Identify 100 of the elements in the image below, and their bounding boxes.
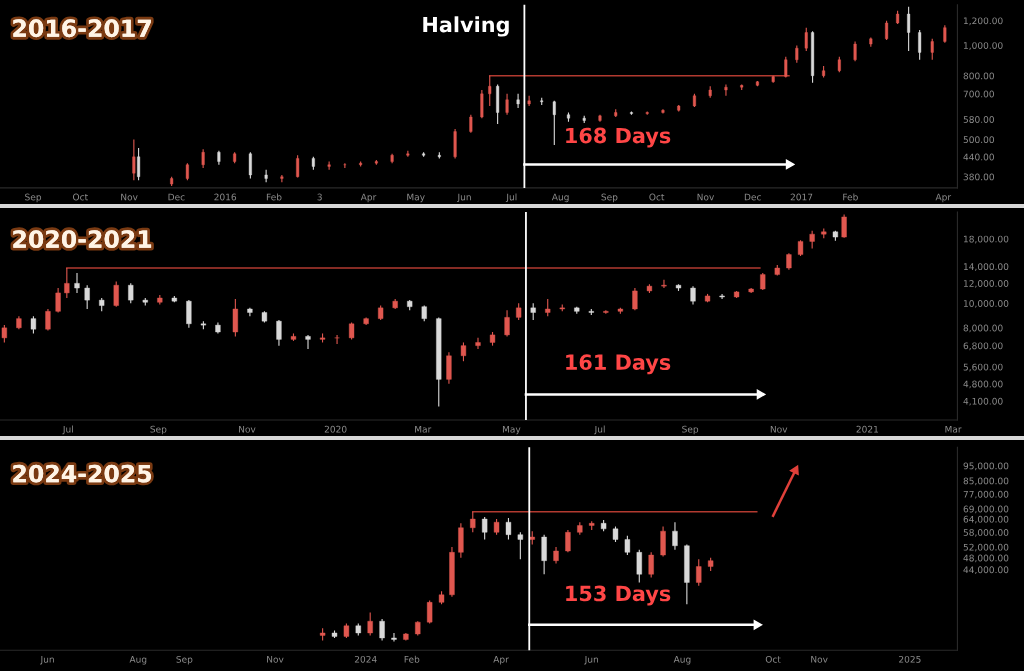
y-tick-label: 6,800.00	[963, 342, 1003, 351]
candlestick	[55, 287, 61, 314]
y-tick-label: 1,000.00	[963, 42, 1003, 50]
x-tick-label: Sep	[601, 193, 618, 203]
y-tick-label: 4,100.00	[963, 397, 1003, 406]
y-tick-label: 500.00	[963, 136, 994, 144]
candlestick	[137, 147, 141, 181]
candlestick	[460, 341, 467, 362]
x-tick-label: 2016	[214, 193, 237, 201]
x-tick-label: Jun	[584, 656, 598, 665]
candlestick	[248, 151, 252, 180]
candlestick	[527, 95, 531, 107]
x-tick-label: Nov	[121, 193, 138, 201]
x-tick-label: Apr	[935, 193, 952, 203]
x-tick-label: Nov	[267, 656, 284, 663]
annotation: Halving	[423, 16, 509, 37]
y-tick-label: 95,000.00	[963, 462, 1009, 471]
candlestick	[918, 29, 922, 61]
x-tick-label: Dec	[168, 193, 185, 201]
candlestick	[885, 20, 889, 41]
annotation: 153 Days	[566, 585, 671, 606]
candlestick	[305, 334, 311, 350]
x-tick-label: Dec	[744, 193, 761, 201]
annotation: 161 Days	[566, 354, 671, 375]
candlestick	[480, 89, 484, 119]
x-tick-label: 2017	[790, 193, 813, 201]
y-tick-label: 48,000.00	[963, 554, 1009, 563]
y-tick-label: 12,000.00	[963, 280, 1009, 288]
y-tick-label: 10,000.00	[963, 300, 1009, 308]
x-tick-label: Jul	[62, 425, 73, 435]
x-tick-label: Feb	[843, 193, 858, 201]
x-tick-label: 2025	[899, 655, 921, 663]
x-tick-label: 2021	[856, 425, 879, 433]
candlestick	[930, 38, 934, 61]
candlestick	[379, 618, 385, 642]
candlestick	[45, 308, 51, 332]
x-tick-label: Sep	[25, 193, 42, 203]
text: 2024-2025	[13, 464, 152, 483]
candlestick	[690, 285, 696, 306]
x-tick-label: Sep	[176, 655, 193, 665]
candlestick	[343, 162, 347, 169]
y-tick-label: 4,800.00	[963, 380, 1003, 389]
x-tick-label: Aug	[129, 656, 147, 665]
x-tick-label: Sep	[150, 425, 167, 435]
text: 2020-2021	[13, 230, 152, 249]
x-tick-label: 2024	[354, 655, 377, 663]
x-tick-label: Aug	[551, 193, 569, 203]
candlestick	[186, 299, 192, 329]
y-tick-label: 18,000.00	[963, 235, 1009, 244]
candlestick	[446, 351, 452, 385]
x-tick-label: Jul	[594, 425, 605, 435]
candlestick	[505, 93, 509, 116]
x-tick-label: Feb	[266, 193, 282, 201]
candlestick	[475, 337, 481, 350]
x-tick-label: Nov	[239, 425, 256, 433]
x-tick-label: 3	[317, 193, 322, 201]
x-tick-label: Nov	[697, 193, 715, 201]
x-tick-label: Nov	[770, 425, 788, 433]
chart-title: 2016-2017	[13, 19, 151, 38]
candlestick	[488, 75, 492, 107]
candlestick	[132, 138, 136, 181]
y-tick-label: 380.00	[963, 173, 994, 181]
candlestick	[636, 549, 642, 583]
candlestick	[661, 279, 667, 289]
candlestick	[504, 309, 510, 337]
y-tick-label: 64,000.00	[963, 515, 1009, 524]
candlestick	[724, 83, 728, 97]
x-tick-label: Mar	[415, 425, 432, 433]
y-tick-label: 1,200.00	[963, 17, 1003, 26]
candlestick	[552, 100, 556, 146]
candlestick	[516, 93, 520, 109]
y-tick-label: 700.00	[963, 90, 994, 98]
candlestick	[841, 213, 847, 239]
x-tick-label: Apr	[493, 656, 509, 665]
y-tick-label: 14,000.00	[963, 263, 1009, 271]
candlestick	[201, 148, 205, 169]
y-tick-label: 52,000.00	[963, 543, 1009, 552]
x-tick-label: Oct	[73, 193, 88, 201]
candlestick	[517, 531, 524, 560]
x-tick-label: Aug	[673, 656, 691, 665]
x-tick-label: Nov	[811, 656, 828, 663]
x-tick-label: Jun	[40, 656, 54, 665]
candlestick	[505, 517, 512, 541]
x-tick-label: Feb	[404, 655, 420, 663]
candlestick	[280, 174, 284, 183]
candlestick	[696, 558, 702, 587]
y-tick-label: 58,000.00	[963, 529, 1009, 537]
candlestick	[74, 272, 80, 294]
candlestick	[84, 284, 90, 310]
candlestick	[327, 160, 331, 171]
candlestick	[232, 298, 238, 337]
x-tick-label: Jun	[457, 193, 471, 203]
candlestick	[907, 6, 911, 52]
x-tick-label: Sep	[682, 425, 699, 435]
y-tick-label: 69,000.00	[963, 505, 1009, 514]
x-tick-label: May	[502, 425, 521, 435]
x-tick-label: May	[407, 193, 425, 203]
y-tick-label: 5,600.00	[963, 363, 1003, 372]
candlestick	[128, 282, 134, 304]
y-tick-label: 44,000.00	[963, 566, 1009, 575]
